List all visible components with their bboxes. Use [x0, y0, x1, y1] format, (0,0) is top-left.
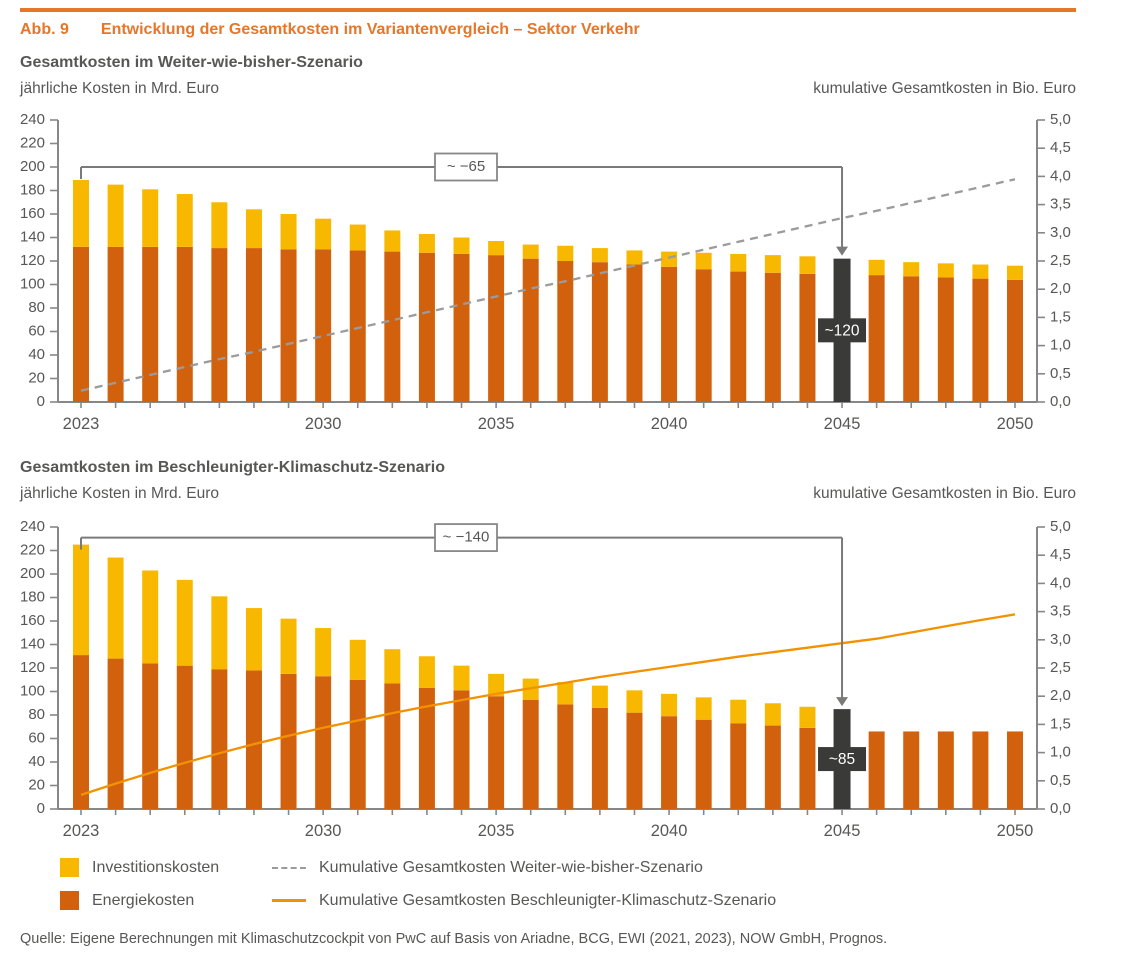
svg-text:0,5: 0,5: [1050, 365, 1071, 382]
svg-text:160: 160: [20, 205, 45, 222]
svg-text:2,5: 2,5: [1050, 659, 1071, 676]
svg-text:160: 160: [20, 612, 45, 629]
chart-2-canvas: 0204060801001201401601802002202400,00,51…: [20, 518, 1071, 839]
solid-line-icon: [272, 899, 306, 902]
svg-text:~ −65: ~ −65: [447, 158, 485, 175]
svg-text:0,0: 0,0: [1050, 800, 1071, 817]
svg-text:120: 120: [20, 252, 45, 269]
svg-text:120: 120: [20, 659, 45, 676]
svg-text:2040: 2040: [651, 415, 688, 432]
svg-text:240: 240: [20, 111, 45, 128]
svg-text:100: 100: [20, 682, 45, 699]
svg-text:5,0: 5,0: [1050, 111, 1071, 128]
chart-1-left-axis-caption: jährliche Kosten in Mrd. Euro: [20, 80, 220, 97]
svg-text:2030: 2030: [305, 822, 342, 839]
figure-title-row: Abb. 9 Entwicklung der Gesamtkosten im V…: [20, 21, 640, 39]
svg-text:220: 220: [20, 134, 45, 151]
svg-text:4,5: 4,5: [1050, 546, 1071, 563]
svg-text:200: 200: [20, 565, 45, 582]
svg-text:4,0: 4,0: [1050, 574, 1071, 591]
svg-text:200: 200: [20, 158, 45, 175]
svg-text:4,0: 4,0: [1050, 167, 1071, 184]
legend-item-kumulativ-beschleunigter-klimaschutz: Kumulative Gesamtkosten Beschleunigter-K…: [272, 891, 776, 910]
svg-text:2045: 2045: [824, 822, 861, 839]
svg-text:0,0: 0,0: [1050, 393, 1071, 410]
svg-text:2050: 2050: [997, 415, 1034, 432]
svg-text:240: 240: [20, 518, 45, 535]
chart-1-right-axis-caption: kumulative Gesamtkosten in Bio. Euro: [813, 80, 1076, 97]
chart-1-title: Gesamtkosten im Weiter-wie-bisher-Szenar…: [20, 54, 363, 71]
svg-text:80: 80: [28, 706, 45, 723]
legend-item-investitionskosten: Investitionskosten: [60, 858, 272, 877]
svg-text:4,5: 4,5: [1050, 139, 1071, 156]
chart-2-title: Gesamtkosten im Beschleunigter-Klimaschu…: [20, 459, 445, 476]
svg-text:40: 40: [28, 753, 45, 770]
energiekosten-swatch-icon: [60, 891, 79, 910]
svg-text:1,5: 1,5: [1050, 715, 1071, 732]
chart-1-axis-captions: jährliche Kosten in Mrd. Euro kumulative…: [20, 80, 1076, 98]
chart-2-right-axis-caption: kumulative Gesamtkosten in Bio. Euro: [813, 485, 1076, 502]
figure-title: Entwicklung der Gesamtkosten im Variante…: [100, 21, 640, 38]
investitionskosten-swatch-icon: [60, 858, 79, 877]
svg-text:1,0: 1,0: [1050, 337, 1071, 354]
svg-text:~ −140: ~ −140: [443, 529, 490, 546]
svg-text:80: 80: [28, 299, 45, 316]
svg-text:3,0: 3,0: [1050, 224, 1071, 241]
svg-text:2023: 2023: [63, 822, 100, 839]
svg-text:0: 0: [37, 800, 45, 817]
svg-text:140: 140: [20, 635, 45, 652]
chart-1-canvas: 0204060801001201401601802002202400,00,51…: [20, 111, 1071, 432]
svg-text:2,0: 2,0: [1050, 280, 1071, 297]
svg-text:2,5: 2,5: [1050, 252, 1071, 269]
legend-label: Energiekosten: [92, 891, 195, 909]
figure-label: Abb. 9: [20, 21, 69, 38]
svg-text:0,5: 0,5: [1050, 772, 1071, 789]
svg-text:3,5: 3,5: [1050, 196, 1071, 213]
svg-text:5,0: 5,0: [1050, 518, 1071, 535]
svg-text:60: 60: [28, 322, 45, 339]
svg-text:2030: 2030: [305, 415, 342, 432]
svg-text:2,0: 2,0: [1050, 687, 1071, 704]
svg-text:2035: 2035: [478, 822, 515, 839]
svg-text:3,5: 3,5: [1050, 603, 1071, 620]
svg-text:180: 180: [20, 181, 45, 198]
svg-text:40: 40: [28, 346, 45, 363]
legend-label: Kumulative Gesamtkosten Weiter-wie-bishe…: [319, 858, 703, 876]
svg-text:2050: 2050: [997, 822, 1034, 839]
svg-text:0: 0: [37, 393, 45, 410]
svg-text:2035: 2035: [478, 415, 515, 432]
svg-text:~85: ~85: [829, 751, 855, 768]
legend-label: Kumulative Gesamtkosten Beschleunigter-K…: [319, 891, 777, 909]
svg-text:180: 180: [20, 588, 45, 605]
svg-text:60: 60: [28, 729, 45, 746]
svg-text:140: 140: [20, 228, 45, 245]
svg-text:2040: 2040: [651, 822, 688, 839]
chart-2-axis-captions: jährliche Kosten in Mrd. Euro kumulative…: [20, 485, 1076, 503]
svg-text:~120: ~120: [825, 322, 860, 339]
legend-item-kumulativ-weiter-wie-bisher: Kumulative Gesamtkosten Weiter-wie-bishe…: [272, 858, 776, 877]
svg-text:1,0: 1,0: [1050, 744, 1071, 761]
svg-text:2045: 2045: [824, 415, 861, 432]
dashed-line-icon: [272, 866, 306, 869]
legend: Investitionskosten Kumulative Gesamtkost…: [60, 858, 776, 910]
top-accent-rule: [20, 8, 1076, 12]
svg-text:220: 220: [20, 541, 45, 558]
svg-text:20: 20: [28, 369, 45, 386]
source-note: Quelle: Eigene Berechnungen mit Klimasch…: [20, 931, 888, 947]
chart-2-left-axis-caption: jährliche Kosten in Mrd. Euro: [20, 485, 220, 502]
svg-text:3,0: 3,0: [1050, 631, 1071, 648]
legend-item-energiekosten: Energiekosten: [60, 891, 272, 910]
svg-text:100: 100: [20, 275, 45, 292]
legend-label: Investitionskosten: [92, 858, 220, 876]
svg-text:20: 20: [28, 776, 45, 793]
svg-text:2023: 2023: [63, 415, 100, 432]
svg-text:1,5: 1,5: [1050, 308, 1071, 325]
